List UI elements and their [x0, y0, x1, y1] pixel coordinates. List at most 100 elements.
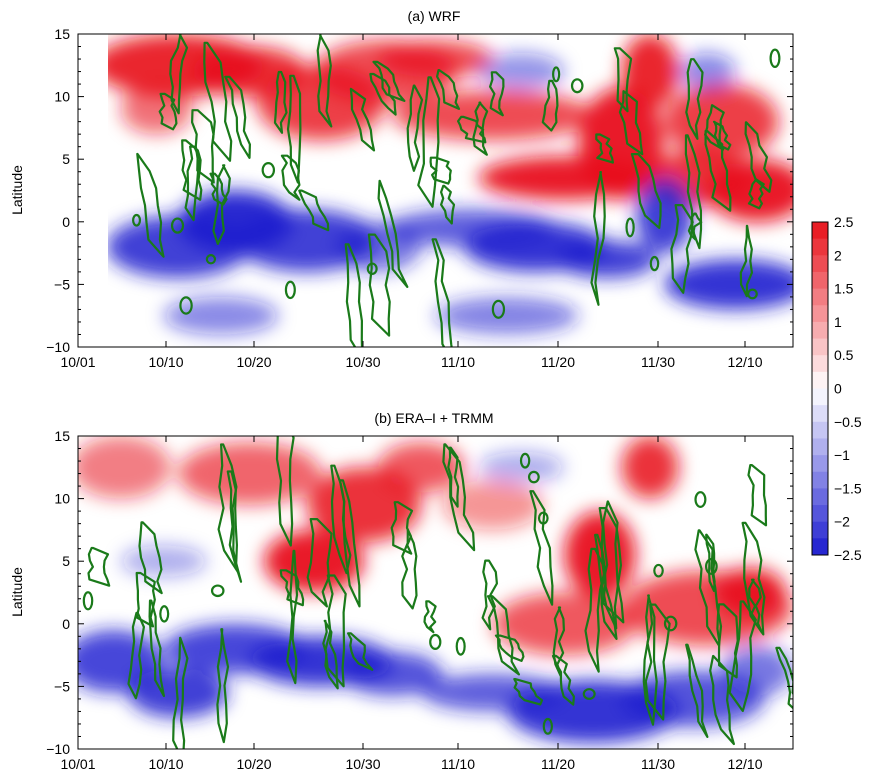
colorbar-swatch	[812, 255, 828, 273]
precip-contour	[486, 595, 520, 676]
x-tick-label: 11/30	[641, 354, 675, 370]
precip-cell	[519, 452, 531, 469]
anomaly-region-0	[78, 436, 171, 499]
x-tick-label: 10/01	[60, 354, 95, 370]
precip-cell	[429, 633, 442, 650]
precip-contour	[431, 238, 453, 347]
y-tick-label: −10	[46, 339, 70, 355]
x-tick-label: 11/30	[641, 756, 675, 772]
precip-contour	[191, 109, 215, 184]
precip-contour	[273, 70, 288, 134]
precip-contour	[613, 47, 633, 113]
precip-cell	[205, 254, 217, 265]
y-tick-label: −5	[54, 678, 70, 694]
panel-b-plot	[77, 435, 794, 750]
precip-cell	[769, 48, 781, 69]
precip-contour	[347, 632, 374, 671]
x-tick-label: 12/10	[727, 756, 762, 772]
precip-contour	[127, 611, 145, 700]
precip-cell	[455, 636, 466, 656]
precip-contour	[590, 171, 606, 306]
precip-contour	[349, 87, 376, 152]
y-tick-label: 10	[54, 89, 70, 105]
precip-contour	[704, 129, 732, 212]
precip-contour	[494, 634, 525, 662]
precip-contour	[367, 233, 391, 337]
precip-contour	[457, 115, 487, 144]
colorbar-swatch	[812, 238, 828, 256]
precip-contour	[472, 101, 489, 156]
precip-contour	[601, 500, 619, 630]
precip-cell	[542, 717, 553, 735]
colorbar-swatch	[812, 271, 828, 290]
colorbar-swatch	[812, 488, 828, 506]
colorbar-swatch	[812, 471, 828, 489]
anomaly-region-20	[120, 545, 207, 577]
precip-cell	[82, 591, 94, 611]
precip-contour	[316, 34, 333, 128]
anomaly-region-4	[378, 40, 493, 78]
anomaly-region-6	[564, 511, 636, 599]
anomaly-region-5	[442, 479, 543, 530]
precip-contour	[541, 79, 559, 132]
precip-contour	[513, 678, 544, 706]
anomaly-region-7	[621, 436, 679, 499]
x-tick-label: 11/20	[541, 354, 575, 370]
anomaly-region-12	[120, 84, 193, 135]
x-tick-label: 11/10	[441, 354, 475, 370]
precip-cell	[663, 615, 678, 632]
colorbar-swatch	[812, 438, 828, 456]
precip-contour	[644, 603, 671, 721]
anomaly-region-8	[621, 34, 679, 110]
precip-cell	[704, 558, 718, 575]
precip-contour	[369, 72, 397, 116]
precip-contour	[630, 153, 662, 229]
x-tick-label: 11/20	[541, 756, 575, 772]
precip-contour	[275, 436, 295, 547]
precip-cell	[649, 255, 660, 272]
anomaly-region-21	[664, 259, 793, 310]
precip-contour	[481, 559, 498, 631]
precip-cell	[694, 491, 707, 508]
precip-contour	[442, 443, 476, 552]
precip-contour	[390, 501, 414, 555]
colorbar-swatch	[812, 405, 828, 423]
precip-contour	[344, 243, 364, 347]
precip-contour	[322, 619, 339, 690]
x-tick-label: 10/10	[148, 756, 183, 772]
precip-contour	[401, 529, 418, 610]
colorbar-tick-label: 2	[834, 247, 842, 263]
anomaly-region-20	[635, 177, 693, 254]
precip-cell	[653, 563, 664, 578]
x-tick-label: 10/20	[236, 756, 271, 772]
colorbar: 2.5 2 1.5 1 0.5 0 −0.5 −1 −1.5 −2 −2.5	[811, 214, 862, 563]
colorbar-swatch	[812, 305, 828, 323]
precip-contour	[685, 643, 709, 738]
anomaly-region-24	[678, 52, 736, 91]
precip-contour	[595, 133, 614, 164]
colorbar-tick-label: 1.5	[834, 281, 854, 297]
colorbar-frame	[811, 221, 829, 556]
precip-contour	[279, 569, 305, 607]
precip-contour	[406, 84, 424, 172]
precip-contour	[417, 76, 441, 208]
colorbar-tick-label: 0	[834, 381, 842, 397]
colorbar-swatch	[812, 288, 828, 306]
precip-contour	[748, 578, 763, 634]
precip-contour	[552, 606, 565, 677]
precip-contour	[747, 178, 765, 210]
colorbar-swatch	[812, 505, 828, 523]
precip-contour	[728, 600, 757, 713]
y-tick-label: −5	[54, 276, 70, 292]
colorbar-swatch	[812, 421, 828, 439]
precip-contour	[87, 546, 111, 587]
y-tick-label: 15	[54, 26, 70, 42]
precip-contour	[747, 464, 768, 527]
precip-contour	[148, 599, 165, 698]
precip-contour	[618, 90, 644, 156]
precip-contour	[217, 443, 239, 573]
colorbar-tick-label: −0.5	[834, 414, 862, 430]
precip-contour	[436, 69, 461, 110]
precip-contour	[203, 41, 233, 162]
